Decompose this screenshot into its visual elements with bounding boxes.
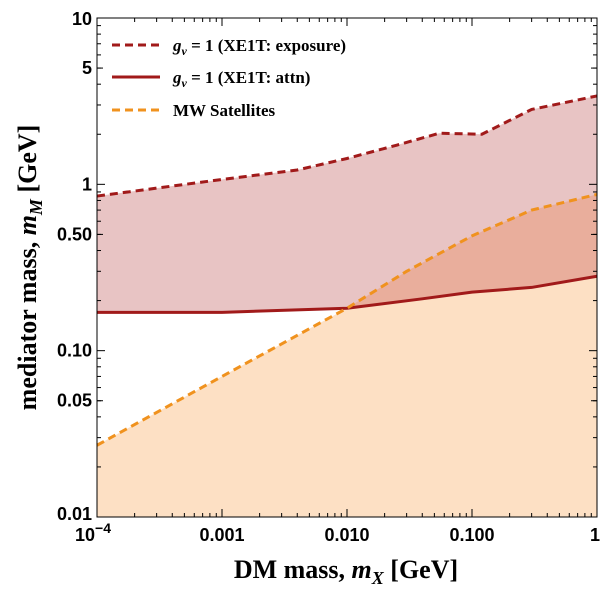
legend-label: gv = 1 (XE1T: exposure) [172, 36, 346, 58]
x-tick-label: 10−4 [75, 520, 111, 545]
y-tick-label: 0.05 [57, 391, 92, 411]
y-axis-title: mediator mass, mM [GeV] [13, 125, 46, 411]
exposure-line [96, 94, 598, 198]
x-tick-label: 0.100 [449, 525, 494, 545]
y-tick-label: 0.50 [57, 224, 92, 244]
y-tick-label: 10 [72, 9, 92, 29]
axis-ticks: 10−4 0.001 0.010 0.100 1 0.01 0.05 0.10 0.50 1 5 10 [57, 9, 600, 545]
legend-item-exposure: gv = 1 (XE1T: exposure) [112, 36, 346, 58]
series-lines [96, 94, 598, 447]
x-tick-label: 0.001 [199, 525, 244, 545]
legend-label: MW Satellites [173, 101, 276, 120]
attn-line [97, 274, 598, 314]
legend-item-attn: gv = 1 (XE1T: attn) [112, 68, 310, 90]
y-tick-label: 1 [82, 174, 92, 194]
legend-label: gv = 1 (XE1T: attn) [172, 68, 310, 90]
x-tick-label: 0.010 [324, 525, 369, 545]
overlap-region [348, 194, 597, 309]
filled-regions [97, 95, 597, 517]
y-tick-label: 0.01 [57, 504, 92, 524]
x-axis-title: DM mass, mX [GeV] [234, 555, 458, 588]
legend-item-satellites: MW Satellites [112, 101, 276, 120]
y-tick-label: 0.10 [57, 341, 92, 361]
legend: gv = 1 (XE1T: exposure) gv = 1 (XE1T: att… [112, 36, 346, 120]
satellites-line [96, 192, 598, 447]
y-tick-label: 5 [82, 58, 92, 78]
x-tick-label: 1 [590, 525, 600, 545]
